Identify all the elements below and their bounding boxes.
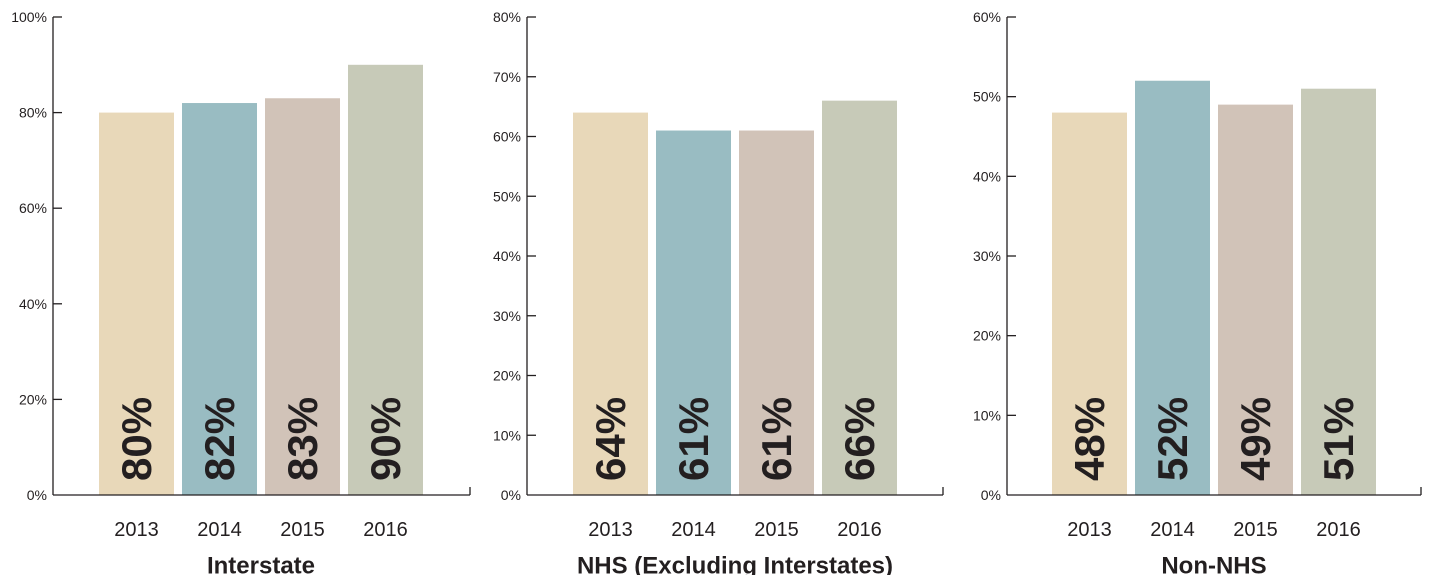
data-label-2015: 49% [1232,397,1279,481]
data-label-2014: 52% [1149,397,1196,481]
chart-panel-2: 64% 61% 61% 66% 0% 10% 20% 30% 40% 50% 60% 70% 80% 20… [493,9,944,575]
y-tick-label: 40% [973,168,1001,184]
x-tick-label-2016: 2016 [363,519,408,541]
x-tick-label-2014: 2014 [1150,519,1195,541]
bar-2013 [99,112,174,495]
x-tick-label-2016: 2016 [1316,519,1361,541]
y-tick-label: 30% [493,308,521,324]
y-tick-label: 100% [11,9,47,25]
y-tick-label: 80% [493,9,521,25]
bar-2015 [265,98,340,495]
y-tick-label: 60% [493,129,521,145]
x-tick-label-2016: 2016 [837,519,882,541]
bar-2014 [1135,80,1210,495]
data-label-2013: 64% [587,397,634,481]
data-label-2016: 66% [836,397,883,481]
y-tick-label: 50% [493,188,521,204]
y-tick-label: 80% [19,105,47,121]
x-tick-label-2013: 2013 [1067,519,1112,541]
bar-2014 [182,103,257,495]
y-tick-label: 0% [981,487,1001,503]
y-tick-label: 0% [27,487,47,503]
y-tick-label: 60% [973,9,1001,25]
y-tick-label: 20% [19,391,47,407]
y-tick-label: 10% [973,407,1001,423]
y-tick-label: 70% [493,69,521,85]
y-tick-label: 30% [973,248,1001,264]
x-tick-label-2015: 2015 [754,519,799,541]
data-label-2014: 61% [670,397,717,481]
bar-2016 [822,100,897,496]
bar-2014 [656,130,731,495]
y-tick-label: 0% [501,487,521,503]
panel-title: NHS (Excluding Interstates) [577,553,893,575]
x-tick-label-2013: 2013 [114,519,159,541]
x-tick-label-2015: 2015 [280,519,325,541]
y-tick-label: 50% [973,89,1001,105]
chart-panel-3: 48% 52% 49% 51% 0% 10% 20% 30% 40% 50% 60% 2013 2014… [973,9,1422,575]
bar-2015 [739,130,814,495]
panel-title: Non-NHS [1161,553,1266,575]
bar-2016 [348,64,423,496]
y-tick-label: 40% [493,248,521,264]
data-label-2016: 51% [1315,397,1362,481]
data-label-2014: 82% [196,397,243,481]
x-tick-label-2013: 2013 [588,519,633,541]
x-tick-label-2014: 2014 [671,519,716,541]
bar-2015 [1218,104,1293,495]
bar-2016 [1301,88,1376,495]
bar-2013 [573,112,648,495]
panel-title: Interstate [207,553,315,575]
bar-2013 [1052,112,1127,495]
y-tick-label: 20% [973,328,1001,344]
y-tick-label: 10% [493,427,521,443]
y-tick-label: 40% [19,296,47,312]
y-tick-label: 60% [19,200,47,216]
data-label-2013: 80% [113,397,160,481]
data-label-2016: 90% [362,397,409,481]
data-label-2013: 48% [1066,397,1113,481]
x-tick-label-2015: 2015 [1233,519,1278,541]
data-label-2015: 61% [753,397,800,481]
chart-panel-1: 80% 82% 83% 90% 0% 20% 40% 60% 80% 100% 2013 2014 20… [11,9,471,575]
y-tick-label: 20% [493,368,521,384]
data-label-2015: 83% [279,397,326,481]
x-tick-label-2014: 2014 [197,519,242,541]
